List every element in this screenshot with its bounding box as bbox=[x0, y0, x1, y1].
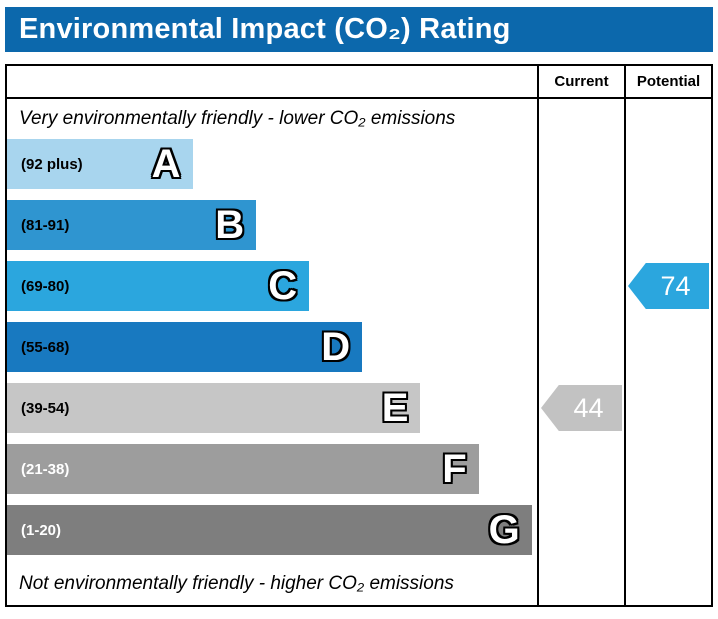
band-letter: B bbox=[215, 203, 245, 247]
band-bar-f: (21-38) F bbox=[7, 444, 479, 494]
band-row-b: (81-91) B bbox=[7, 200, 537, 250]
current-column: 44 bbox=[537, 99, 624, 605]
band-letter: E bbox=[381, 386, 409, 430]
potential-rating-value: 74 bbox=[660, 270, 691, 301]
top-note: Very environmentally friendly - lower CO… bbox=[19, 108, 456, 129]
co2-rating-chart: Current Potential Very environmentally f… bbox=[5, 64, 713, 607]
band-letter: F bbox=[442, 447, 467, 491]
band-range-label: (92 plus) bbox=[21, 155, 83, 173]
bottom-note: Not environmentally friendly - higher CO… bbox=[19, 573, 454, 594]
band-row-c: (69-80) C bbox=[7, 261, 537, 311]
band-range-label: (21-38) bbox=[21, 460, 70, 478]
band-bar-a: (92 plus) A bbox=[7, 139, 193, 189]
column-header-current: Current bbox=[537, 66, 624, 99]
column-header-potential: Potential bbox=[624, 66, 711, 99]
band-bar-d: (55-68) D bbox=[7, 322, 363, 372]
band-range-label: (1-20) bbox=[21, 521, 62, 539]
band-bar-e: (39-54) E bbox=[7, 383, 421, 433]
band-range-label: (81-91) bbox=[21, 216, 70, 234]
potential-column: 74 bbox=[624, 99, 711, 605]
band-range-label: (69-80) bbox=[21, 277, 70, 295]
band-letter: C bbox=[268, 264, 298, 308]
band-bar-b: (81-91) B bbox=[7, 200, 257, 250]
band-row-a: (92 plus) A bbox=[7, 139, 537, 189]
band-row-d: (55-68) D bbox=[7, 322, 537, 372]
band-letter: A bbox=[151, 142, 181, 186]
current-rating-value: 44 bbox=[573, 392, 604, 423]
band-row-f: (21-38) F bbox=[7, 444, 537, 494]
band-bar-g: (1-20) G bbox=[7, 505, 532, 555]
band-range-label: (55-68) bbox=[21, 338, 70, 356]
band-row-g: (1-20) G bbox=[7, 505, 537, 555]
band-letter: D bbox=[321, 325, 351, 369]
current-rating-arrow: 44 bbox=[541, 385, 622, 431]
page-title: Environmental Impact (CO₂) Rating bbox=[5, 7, 713, 52]
band-row-e: (39-54) E bbox=[7, 383, 537, 433]
band-letter: G bbox=[488, 508, 520, 552]
epc-co2-rating-page: Environmental Impact (CO₂) Rating Curren… bbox=[5, 7, 713, 607]
band-range-label: (39-54) bbox=[21, 399, 70, 417]
potential-rating-arrow: 74 bbox=[628, 263, 709, 309]
band-bar-c: (69-80) C bbox=[7, 261, 310, 311]
header-spacer bbox=[7, 66, 537, 99]
bands-area: Very environmentally friendly - lower CO… bbox=[7, 99, 537, 605]
